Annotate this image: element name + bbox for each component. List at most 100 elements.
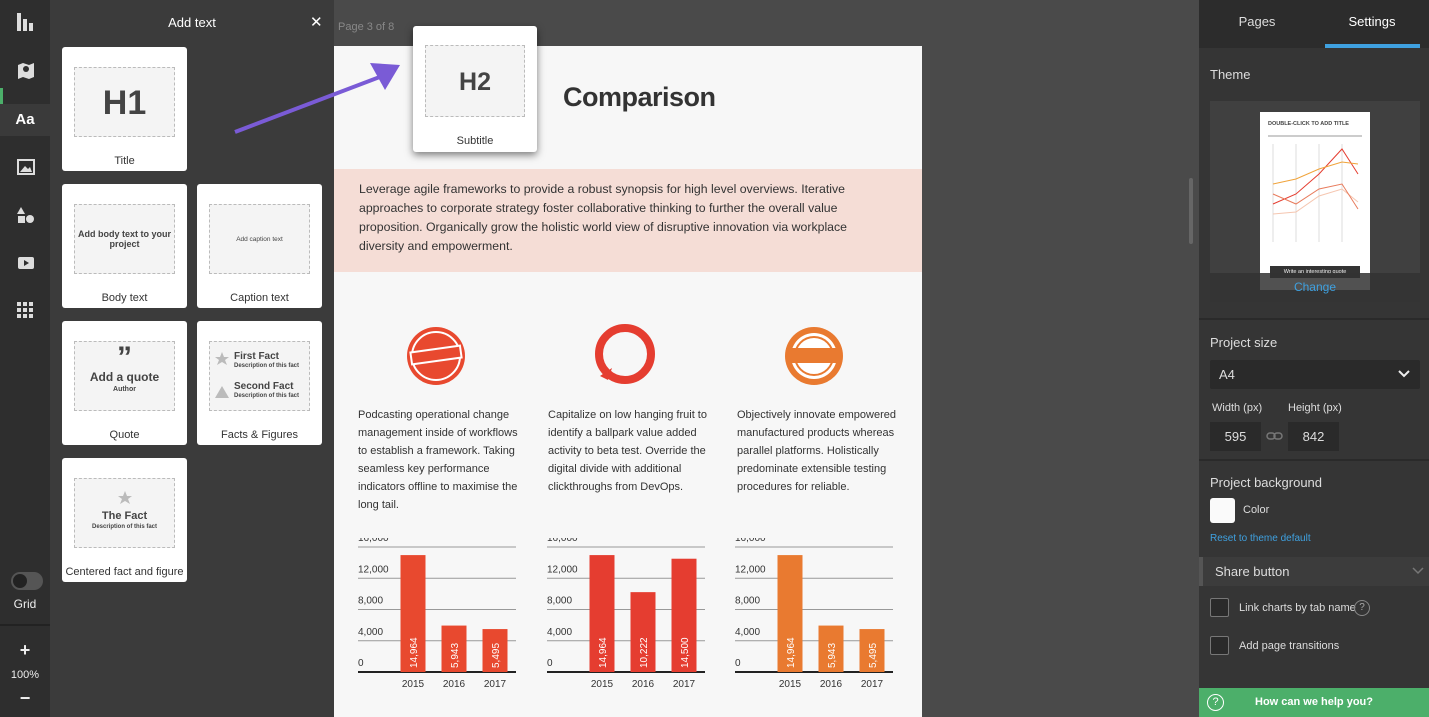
indicator bbox=[0, 88, 3, 104]
map-icon[interactable] bbox=[17, 61, 35, 79]
active-tab bbox=[0, 104, 50, 136]
theme-box[interactable]: DOUBLE-CLICK TO ADD TITLE Write an inter… bbox=[1210, 101, 1420, 302]
y-tick-label: 12,000 bbox=[735, 564, 766, 575]
theme-thumbnail: DOUBLE-CLICK TO ADD TITLE Write an inter… bbox=[1260, 112, 1370, 290]
checkbox[interactable] bbox=[1210, 598, 1229, 617]
card-label: Facts & Figures bbox=[220, 429, 299, 441]
seal-icon bbox=[785, 327, 843, 385]
checkbox-label: Link charts by tab name bbox=[1239, 602, 1356, 614]
share-row[interactable]: Share button bbox=[1199, 557, 1429, 586]
dragged-subtitle-card[interactable]: H2 Subtitle bbox=[413, 26, 537, 152]
fact-icons bbox=[215, 352, 229, 398]
color-label: Color bbox=[1243, 504, 1270, 516]
bar bbox=[441, 625, 467, 672]
reset-link[interactable]: Reset to theme default bbox=[1210, 533, 1311, 544]
card-preview-box: First Fact Description of this fact Seco… bbox=[209, 341, 310, 411]
checkbox-label: Add page transitions bbox=[1239, 640, 1340, 652]
document-page: Comparison Leverage agile frameworks to … bbox=[334, 46, 922, 717]
grid-icon[interactable] bbox=[17, 302, 35, 320]
y-tick-label: 0 bbox=[358, 658, 364, 669]
icon-sidebar: Aa Grid + 100% − bbox=[0, 0, 50, 717]
section-label: Theme bbox=[1210, 67, 1251, 82]
x-tick-label: 2017 bbox=[861, 679, 884, 690]
value-label: 5,943 bbox=[827, 643, 838, 668]
height-input[interactable]: 842 bbox=[1288, 422, 1339, 451]
body-card[interactable]: Add body text to your project Body text bbox=[62, 184, 187, 308]
doc-heading: Comparison bbox=[563, 82, 716, 112]
y-tick-label: 8,000 bbox=[735, 596, 760, 607]
active-tab-underline bbox=[1325, 44, 1420, 48]
link-icon[interactable] bbox=[1266, 431, 1283, 441]
column-text: Podcasting operational change management… bbox=[358, 409, 518, 511]
quote-card[interactable]: ” Add a quote Author Quote bbox=[62, 321, 187, 445]
x-tick-label: 2016 bbox=[443, 679, 466, 690]
change-link[interactable]: Change bbox=[1293, 280, 1337, 294]
panel-title: Add text bbox=[168, 15, 216, 30]
card-preview: Add caption text bbox=[209, 204, 310, 274]
bar bbox=[777, 555, 803, 672]
image-icon[interactable] bbox=[17, 158, 35, 176]
y-tick-label: 4,000 bbox=[358, 627, 383, 638]
video-icon[interactable] bbox=[17, 254, 35, 272]
x-tick-label: 2015 bbox=[779, 679, 802, 690]
value-label: 10,222 bbox=[639, 637, 650, 668]
y-tick-label: 0 bbox=[547, 658, 553, 669]
fact-title: The Fact bbox=[101, 510, 148, 522]
y-tick-label: 4,000 bbox=[547, 627, 572, 638]
centered-card[interactable]: The Fact Description of this fact Center… bbox=[62, 458, 187, 582]
bar bbox=[818, 625, 844, 672]
quote-author: Author bbox=[113, 386, 136, 393]
x-tick-label: 2015 bbox=[591, 679, 614, 690]
card-preview-box: ” Add a quote Author bbox=[74, 341, 175, 411]
chart-icon[interactable] bbox=[17, 13, 35, 31]
close-button[interactable]: ✕ bbox=[310, 14, 323, 31]
bar bbox=[671, 558, 697, 672]
bar-chart: 0 4,000 8,000 12,000 16,000 14,964 2015 5,943 20… bbox=[735, 538, 893, 690]
help-bar[interactable]: ? How can we help you? bbox=[1199, 688, 1429, 717]
facts-card[interactable]: First Fact Description of this fact Seco… bbox=[197, 321, 322, 445]
chevron bbox=[1412, 567, 1424, 575]
width-input[interactable]: 595 bbox=[1210, 422, 1261, 451]
card-preview: H2 bbox=[425, 45, 525, 117]
y-tick-label: 12,000 bbox=[358, 564, 389, 575]
x-tick-label: 2016 bbox=[820, 679, 843, 690]
text-icon[interactable]: Aa bbox=[15, 111, 35, 128]
shapes-icon[interactable] bbox=[17, 206, 35, 224]
intro-band bbox=[334, 169, 922, 272]
field-label: Height (px) bbox=[1288, 402, 1342, 414]
help-icon[interactable]: ? bbox=[1354, 600, 1370, 616]
checkbox[interactable] bbox=[1210, 636, 1229, 655]
share-label: Share button bbox=[1215, 564, 1290, 579]
zoom-out[interactable]: − bbox=[19, 688, 31, 708]
card-preview: Add a quote bbox=[89, 370, 160, 384]
bar bbox=[859, 629, 885, 672]
tab[interactable]: Settings bbox=[1348, 14, 1396, 29]
add-text-panel: Add text ✕ H1 Title Add body text to you… bbox=[50, 0, 334, 717]
value-label: 5,495 bbox=[491, 643, 502, 668]
value-label: 5,943 bbox=[450, 643, 461, 668]
caption-card[interactable]: Add caption text Caption text bbox=[197, 184, 322, 308]
card-preview-box: The Fact Description of this fact bbox=[74, 478, 175, 548]
bar-chart: 0 4,000 8,000 12,000 16,000 14,964 2015 10,222 2… bbox=[547, 538, 705, 690]
y-tick-label: 0 bbox=[735, 658, 741, 669]
grid-label: Grid bbox=[13, 597, 37, 611]
drag-arrow bbox=[234, 63, 400, 134]
color-swatch[interactable] bbox=[1210, 498, 1235, 523]
field-label: Width (px) bbox=[1212, 402, 1263, 414]
value-label: 5,495 bbox=[868, 643, 879, 668]
value-label: 14,964 bbox=[598, 637, 609, 668]
zoom-in[interactable]: + bbox=[19, 640, 31, 660]
bar bbox=[482, 629, 508, 672]
scrollbar[interactable] bbox=[1189, 178, 1193, 244]
bubble-icon bbox=[595, 324, 655, 384]
value-label: 14,964 bbox=[786, 637, 797, 668]
title-card[interactable]: H1 Title bbox=[62, 47, 187, 171]
size-select[interactable]: A4 bbox=[1210, 360, 1420, 389]
x-tick-label: 2017 bbox=[673, 679, 696, 690]
thumb-chart bbox=[1268, 135, 1362, 242]
tab[interactable]: Pages bbox=[1238, 14, 1276, 29]
card-label: Quote bbox=[109, 429, 140, 441]
grid-toggle[interactable] bbox=[11, 572, 43, 590]
x-tick-label: 2017 bbox=[484, 679, 507, 690]
